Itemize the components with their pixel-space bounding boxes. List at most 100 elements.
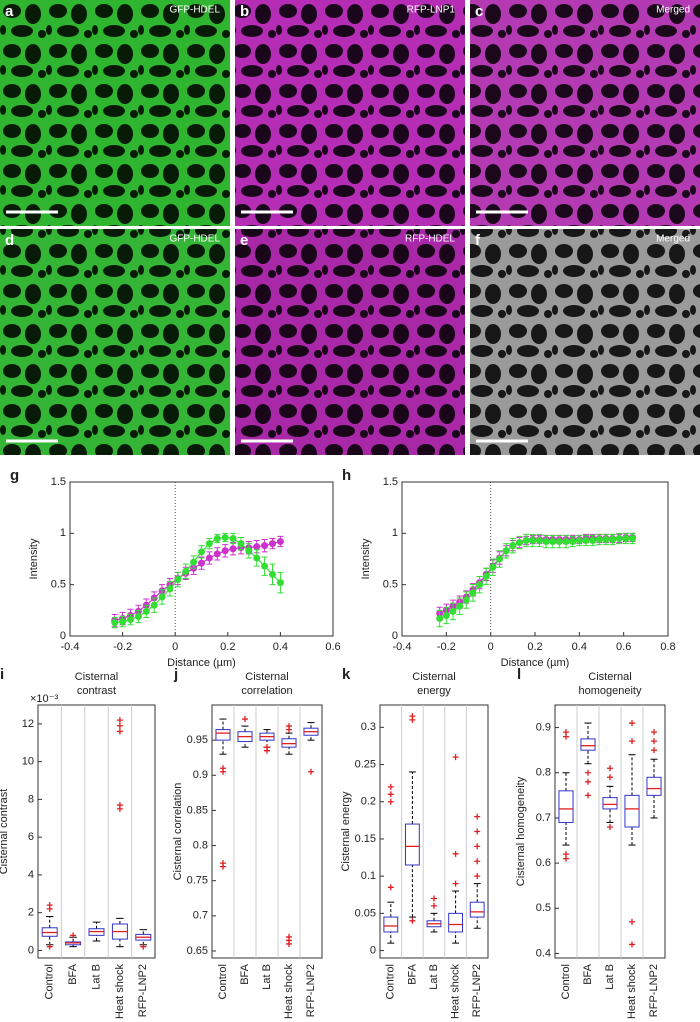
- micrograph-texture: [0, 229, 230, 455]
- data-point: [555, 538, 563, 546]
- y-tick-label: 0.85: [187, 804, 208, 816]
- outlier: [607, 765, 613, 772]
- data-point: [166, 585, 174, 593]
- data-point: [575, 537, 583, 545]
- data-point: [229, 534, 237, 542]
- y-tick-label: 0.8: [193, 839, 208, 851]
- data-point: [174, 576, 182, 584]
- panel-letter: k: [342, 666, 351, 683]
- y-tick-label: 0.6: [536, 857, 551, 869]
- outlier: [140, 943, 147, 950]
- y-tick-label: 0: [60, 630, 66, 642]
- data-point: [569, 538, 577, 546]
- data-point: [496, 555, 504, 563]
- data-point: [158, 593, 166, 601]
- y-axis-label: Intensity: [28, 538, 40, 579]
- chart-title: Cisternal: [588, 671, 631, 683]
- data-point: [456, 602, 464, 610]
- y-tick-label: 0.95: [187, 734, 208, 746]
- data-point: [509, 542, 517, 550]
- y-tick-label: 0: [28, 944, 34, 956]
- data-point: [542, 538, 550, 546]
- data-point: [213, 550, 221, 558]
- outlier: [264, 747, 270, 754]
- y-axis-label: Intensity: [360, 538, 372, 579]
- outlier: [629, 941, 635, 948]
- outlier: [387, 783, 394, 790]
- data-point: [261, 562, 269, 570]
- data-point: [595, 535, 603, 543]
- y-tick-label: 0.65: [187, 945, 208, 957]
- box: [580, 738, 596, 751]
- outlier: [474, 813, 481, 820]
- y-tick-label: 0: [392, 630, 398, 642]
- data-point: [198, 548, 205, 556]
- data-point: [261, 542, 269, 550]
- data-point: [253, 543, 261, 551]
- data-point: [549, 538, 557, 546]
- x-axis-label: Distance (µm): [167, 657, 236, 669]
- y-tick-label: 1: [392, 527, 398, 539]
- micrograph-texture: [235, 0, 465, 226]
- box: [602, 797, 618, 810]
- outlier: [607, 823, 613, 830]
- y-tick-label: 0.5: [51, 579, 66, 591]
- y-tick-label: 0.8: [536, 767, 551, 779]
- image-label: RFP-LNP1: [407, 5, 456, 16]
- x-axis-label: Distance (µm): [501, 657, 570, 669]
- x-tick-label: 0.8: [660, 641, 675, 653]
- data-point: [562, 538, 570, 546]
- outlier: [387, 798, 394, 805]
- data-point: [111, 619, 119, 627]
- data-point: [269, 540, 277, 548]
- x-tick-label: RFP-LNP2: [305, 964, 317, 1017]
- x-tick-label: BFA: [239, 963, 251, 984]
- outlier: [387, 884, 394, 891]
- axes-frame: [69, 481, 334, 637]
- outlier: [116, 728, 123, 735]
- outlier: [116, 722, 123, 729]
- data-point: [522, 537, 530, 545]
- data-point: [436, 615, 444, 623]
- y-tick-label: 0.4: [536, 947, 551, 959]
- chart-title: homogeneity: [579, 685, 642, 697]
- x-tick-label: Control: [560, 964, 572, 999]
- y-tick-label: 0.3: [361, 721, 376, 733]
- axes-frame: [211, 704, 323, 959]
- data-point: [269, 570, 277, 578]
- data-point: [126, 616, 134, 624]
- box: [558, 790, 574, 823]
- y-tick-label: 0.1: [361, 870, 376, 882]
- data-point: [502, 547, 510, 555]
- data-point: [150, 601, 158, 609]
- outlier: [563, 729, 569, 736]
- panel-letter: d: [5, 232, 14, 249]
- outlier: [431, 895, 437, 902]
- axes-frame: [554, 704, 666, 959]
- outlier: [607, 774, 613, 781]
- data-point: [134, 612, 142, 620]
- chart-title: Cisternal: [412, 671, 455, 683]
- series-line: [114, 536, 281, 624]
- panel-letter: b: [240, 3, 249, 20]
- data-point: [142, 607, 150, 615]
- box: [404, 823, 420, 866]
- y-tick-label: 10: [22, 756, 34, 768]
- outlier: [452, 880, 459, 887]
- image-label: GFP-HDEL: [169, 5, 220, 16]
- x-tick-label: 0.4: [572, 641, 587, 653]
- data-point: [489, 563, 497, 571]
- panel-letter: i: [0, 666, 4, 683]
- y-tick-label: 8: [28, 793, 34, 805]
- outlier: [387, 791, 394, 798]
- data-point: [629, 534, 637, 542]
- outlier: [220, 863, 226, 870]
- outlier: [563, 855, 569, 862]
- x-tick-label: Lat B: [604, 964, 616, 990]
- series-line: [114, 540, 281, 622]
- data-point: [482, 572, 490, 580]
- outlier: [474, 828, 481, 835]
- micrograph-texture: [0, 0, 230, 226]
- x-tick-label: -0.4: [393, 641, 412, 653]
